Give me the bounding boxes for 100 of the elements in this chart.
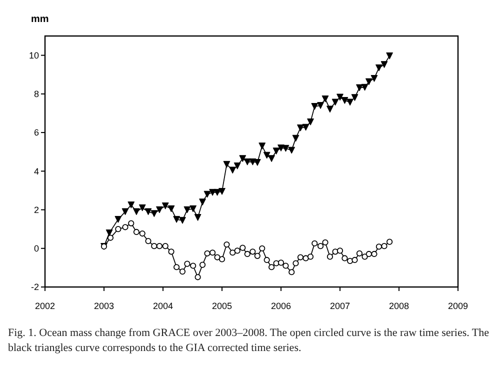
point — [218, 188, 226, 195]
point — [336, 94, 344, 101]
point — [302, 255, 309, 262]
point — [162, 243, 168, 250]
caption: Fig. 1. Ocean mass change from GRACE over 2003–2008. The open circled curve is the raw time series. The black triangles curve corresponds to the GIA corrected time series. — [8, 326, 490, 356]
point — [249, 158, 256, 166]
point — [342, 255, 348, 262]
point — [133, 228, 140, 236]
point — [190, 262, 196, 269]
point — [302, 124, 310, 131]
point — [264, 256, 270, 264]
point — [282, 262, 289, 269]
point — [122, 208, 129, 216]
point — [115, 226, 122, 232]
point — [204, 250, 210, 256]
x-tick-label: 2009 — [448, 301, 468, 311]
point — [365, 78, 372, 86]
point — [386, 238, 393, 245]
point — [133, 208, 140, 216]
point — [244, 250, 250, 258]
y-tick-label: 8 — [34, 89, 39, 100]
x-tick-label: 2004 — [152, 301, 174, 311]
point — [254, 159, 261, 166]
point — [317, 102, 324, 109]
point — [370, 75, 378, 82]
point — [230, 250, 236, 256]
x-tick-label: 2002 — [34, 301, 56, 311]
point — [258, 142, 266, 150]
point — [307, 118, 314, 126]
point — [173, 216, 180, 223]
x-tick-label: 2008 — [388, 301, 410, 311]
point — [386, 52, 394, 60]
point — [326, 254, 334, 260]
point — [381, 243, 388, 250]
point — [352, 256, 358, 264]
y-tick-label: -2 — [30, 282, 39, 292]
point — [223, 160, 230, 168]
point — [234, 162, 241, 170]
point — [210, 250, 216, 256]
point — [278, 144, 284, 152]
point — [312, 240, 318, 246]
point — [234, 248, 240, 254]
point — [128, 220, 134, 226]
x-tick-label: 2003 — [94, 301, 114, 311]
point — [259, 245, 266, 252]
point — [229, 166, 236, 174]
point — [292, 134, 300, 142]
point — [199, 198, 206, 206]
point — [375, 64, 382, 72]
point — [356, 250, 363, 256]
point — [162, 202, 169, 210]
point — [106, 229, 113, 236]
point — [144, 208, 152, 216]
x-tick-label: 2005 — [212, 301, 232, 311]
point — [194, 274, 201, 280]
y-axis-title: mm — [31, 14, 49, 25]
point — [361, 84, 368, 91]
x-tick-label: 2006 — [270, 301, 292, 311]
point — [214, 188, 221, 196]
point — [128, 201, 135, 208]
point — [224, 241, 230, 248]
point — [311, 103, 318, 110]
point — [346, 258, 354, 264]
point — [362, 254, 368, 260]
point — [145, 238, 152, 244]
point — [184, 260, 190, 267]
point — [297, 254, 304, 260]
point — [107, 234, 114, 241]
point — [346, 98, 354, 106]
point — [268, 155, 276, 162]
y-tick-label: 0 — [34, 244, 39, 254]
point — [151, 243, 158, 250]
point — [114, 216, 122, 223]
point — [138, 204, 146, 212]
point — [322, 239, 328, 246]
point — [332, 98, 339, 106]
point — [156, 243, 163, 250]
point — [336, 248, 344, 254]
point — [376, 244, 382, 250]
point — [174, 264, 180, 270]
y-tick-label: 2 — [34, 204, 39, 215]
point — [168, 205, 175, 212]
point — [268, 264, 275, 270]
point — [307, 254, 314, 260]
point — [326, 106, 334, 113]
point — [272, 148, 280, 155]
point — [297, 124, 304, 132]
point — [292, 260, 299, 266]
point — [250, 248, 256, 255]
point — [240, 244, 246, 251]
point — [278, 260, 284, 266]
point — [371, 250, 378, 258]
x-tick-label: 2007 — [330, 301, 350, 311]
point — [139, 230, 146, 237]
point — [204, 190, 211, 198]
point — [150, 210, 158, 218]
point — [356, 84, 363, 92]
point — [341, 97, 348, 104]
point — [366, 250, 372, 258]
y-tick-label: 10 — [28, 50, 39, 60]
